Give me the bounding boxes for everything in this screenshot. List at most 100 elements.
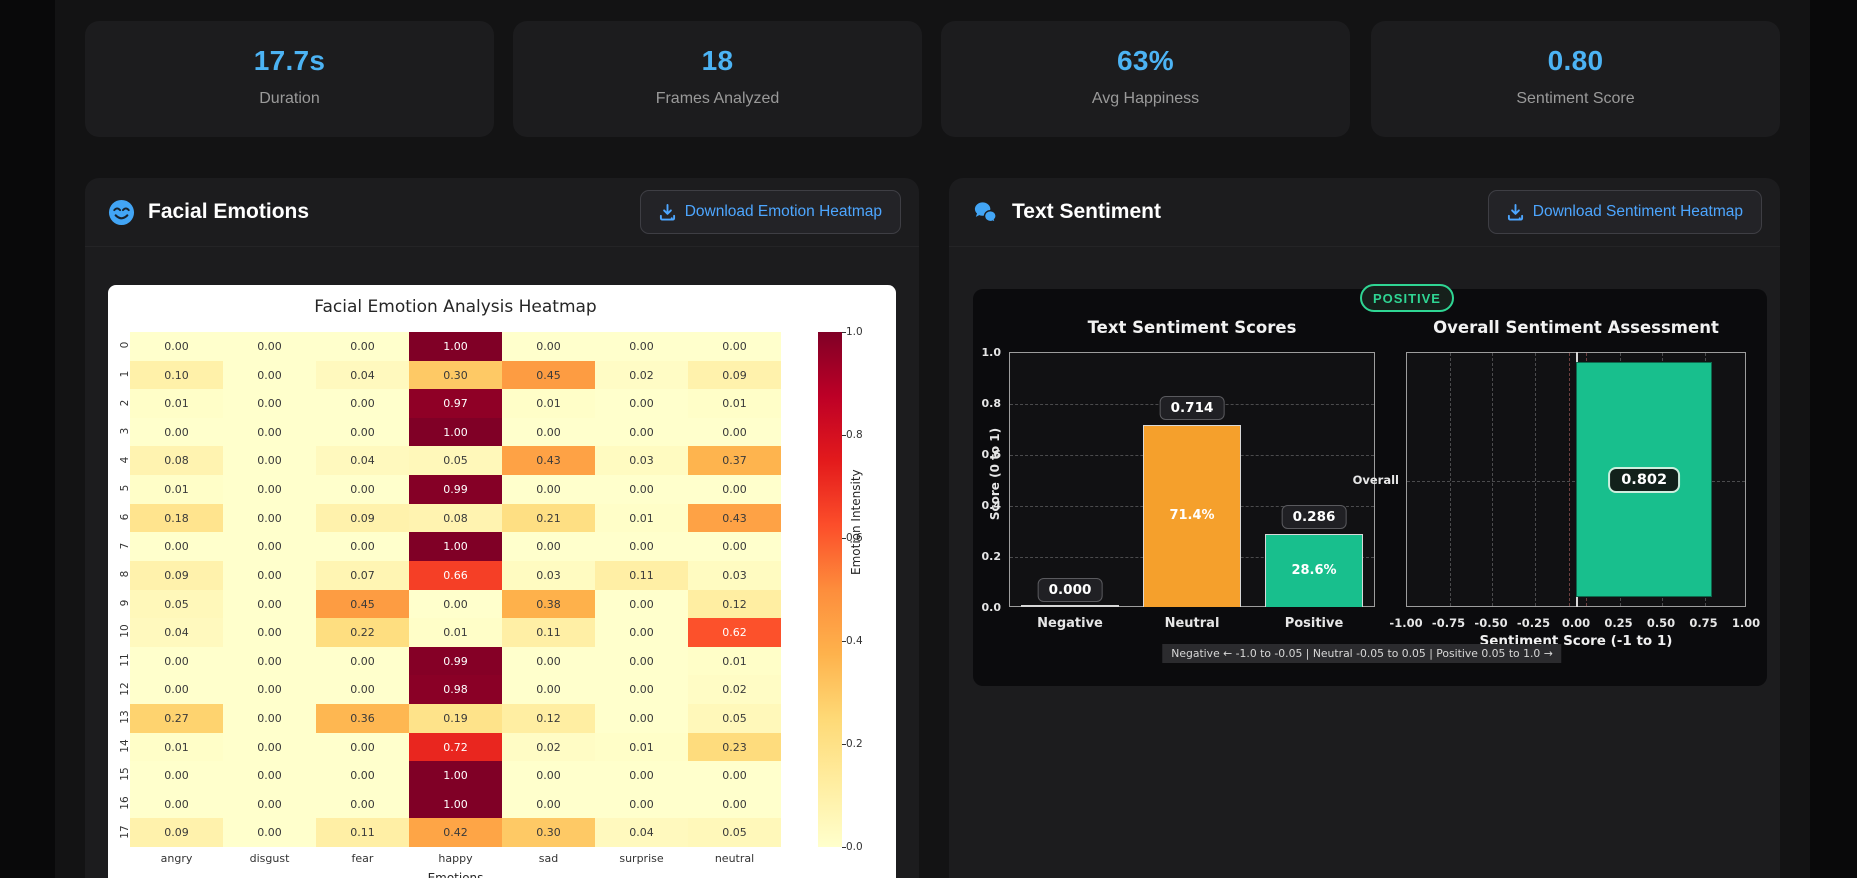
stat-card-duration: 17.7s Duration	[85, 21, 494, 137]
y-tick-label: 1.0	[981, 346, 1002, 359]
heatmap-cell: 0.23	[688, 732, 781, 762]
text-sentiment-header: Text Sentiment Download Sentiment Heatma…	[949, 178, 1780, 247]
bar-value-label: 0.000	[1037, 578, 1103, 602]
bar-value-label: 0.286	[1281, 505, 1347, 529]
heatmap-cell: 0.00	[316, 646, 409, 676]
colorbar-tick-mark	[842, 435, 846, 436]
heatmap-cell: 0.00	[223, 761, 316, 791]
x-tick-label: -0.25	[1516, 616, 1551, 630]
colorbar-tick-label: 0.0	[846, 841, 863, 853]
heatmap-cell: 0.00	[688, 761, 781, 791]
heatmap-cell: 0.03	[595, 446, 688, 476]
heatmap-cell: 0.03	[688, 560, 781, 590]
heatmap-cell: 0.00	[223, 332, 316, 362]
heatmap-cell: 0.12	[688, 589, 781, 619]
gridline	[1534, 353, 1536, 606]
heatmap-col-tick: surprise	[619, 852, 664, 865]
text-sentiment-panel: Text Sentiment Download Sentiment Heatma…	[949, 178, 1780, 878]
heatmap-cell: 0.62	[688, 618, 781, 648]
bar-positive	[1265, 534, 1363, 607]
heatmap-cell: 0.00	[223, 360, 316, 390]
heatmap-cell: 0.00	[130, 417, 223, 447]
stat-card-frames: 18 Frames Analyzed	[513, 21, 922, 137]
heatmap-cell: 0.04	[316, 446, 409, 476]
heatmap-cell: 0.11	[502, 618, 595, 648]
download-sentiment-heatmap-button[interactable]: Download Sentiment Heatmap	[1487, 190, 1762, 234]
heatmap-cell: 0.01	[688, 389, 781, 419]
x-tick-label: Negative	[1037, 616, 1103, 631]
heatmap-row-tick: 4	[119, 456, 131, 464]
heatmap-cell: 0.38	[502, 589, 595, 619]
heatmap-cell: 0.00	[595, 646, 688, 676]
stat-label: Duration	[259, 90, 320, 107]
colorbar-tick-mark	[842, 847, 846, 848]
stat-card-sentiment: 0.80 Sentiment Score	[1371, 21, 1780, 137]
heatmap-col-tick: fear	[351, 852, 374, 865]
heatmap-row-tick: 1	[119, 370, 131, 378]
bar-chart-title: Text Sentiment Scores	[1087, 318, 1297, 337]
heatmap-cell: 0.01	[409, 618, 502, 648]
heatmap-cell: 0.01	[502, 389, 595, 419]
heatmap-cell: 1.00	[409, 532, 502, 562]
heatmap-cell: 0.08	[130, 446, 223, 476]
heatmap-cell: 0.09	[130, 560, 223, 590]
heatmap-cell: 0.10	[130, 360, 223, 390]
heatmap-cell: 0.00	[223, 589, 316, 619]
bar-pct-label: 28.6%	[1291, 562, 1337, 578]
heatmap-cell: 0.27	[130, 703, 223, 734]
heatmap-cell: 0.00	[223, 475, 316, 505]
heatmap-cell: 0.00	[223, 703, 316, 734]
heatmap-cell: 0.04	[595, 818, 688, 848]
heatmap-cell: 0.00	[409, 589, 502, 619]
heatmap-cell: 0.00	[316, 761, 409, 791]
heatmap-cell: 0.00	[502, 475, 595, 505]
heatmap-cell: 0.00	[223, 618, 316, 648]
stat-value: 17.7s	[253, 45, 326, 76]
heatmap-cell: 0.00	[223, 818, 316, 848]
left-edge-strip	[0, 0, 55, 878]
colorbar-tick-mark	[842, 744, 846, 745]
sentiment-positive-badge: POSITIVE	[1360, 284, 1454, 312]
heatmap-cell: 0.43	[688, 503, 781, 533]
heatmap-cell: 0.01	[130, 389, 223, 419]
heatmap-cell: 0.30	[502, 818, 595, 848]
heatmap-cell: 0.00	[130, 761, 223, 791]
heatmap-cell: 0.22	[316, 618, 409, 648]
heatmap-cell: 0.18	[130, 503, 223, 533]
heatmap-cell: 0.00	[502, 789, 595, 819]
x-tick-label: 0.75	[1689, 616, 1718, 630]
heatmap-col-tick: disgust	[249, 852, 290, 865]
sentiment-scale-footnote: Negative ← -1.0 to -0.05 | Neutral -0.05…	[1162, 644, 1562, 663]
download-emotion-heatmap-button[interactable]: Download Emotion Heatmap	[639, 190, 901, 234]
heatmap-row-tick: 17	[119, 825, 131, 839]
facial-emotions-header: Facial Emotions Download Emotion Heatmap	[85, 178, 919, 247]
gridline	[1449, 353, 1451, 606]
panel-title: Facial Emotions	[148, 200, 310, 223]
bar-neutral	[1143, 425, 1241, 607]
stat-value: 18	[701, 45, 734, 76]
heatmap-cell: 0.00	[595, 789, 688, 819]
heatmap-cell: 0.43	[502, 446, 595, 476]
heatmap-cell: 0.04	[316, 360, 409, 390]
right-edge-strip	[1810, 0, 1857, 878]
heatmap-row-tick: 5	[119, 485, 131, 492]
heatmap-cell: 1.00	[409, 789, 502, 819]
heatmap-cell: 0.00	[595, 389, 688, 419]
heatmap-cell: 0.45	[316, 589, 409, 619]
x-tick-label: Neutral	[1164, 616, 1220, 631]
x-tick-label: 0.25	[1604, 616, 1633, 630]
facial-emotions-panel: Facial Emotions Download Emotion Heatmap…	[85, 178, 919, 878]
heatmap-cell: 0.00	[595, 475, 688, 505]
heatmap-cell: 0.00	[316, 417, 409, 447]
heatmap-cell: 0.08	[409, 503, 502, 533]
heatmap-cell: 0.00	[316, 389, 409, 419]
heatmap-cell: 0.05	[409, 446, 502, 476]
heatmap-cell: 0.00	[688, 417, 781, 447]
heatmap-row-tick: 15	[119, 767, 131, 782]
heatmap-cell: 0.01	[688, 646, 781, 676]
download-icon	[1507, 203, 1523, 221]
heatmap-cell: 0.72	[409, 732, 502, 762]
heatmap-cell: 0.00	[595, 761, 688, 791]
sentiment-figure: Text Sentiment Scores Score (0 to 1) 1.0…	[973, 289, 1767, 686]
